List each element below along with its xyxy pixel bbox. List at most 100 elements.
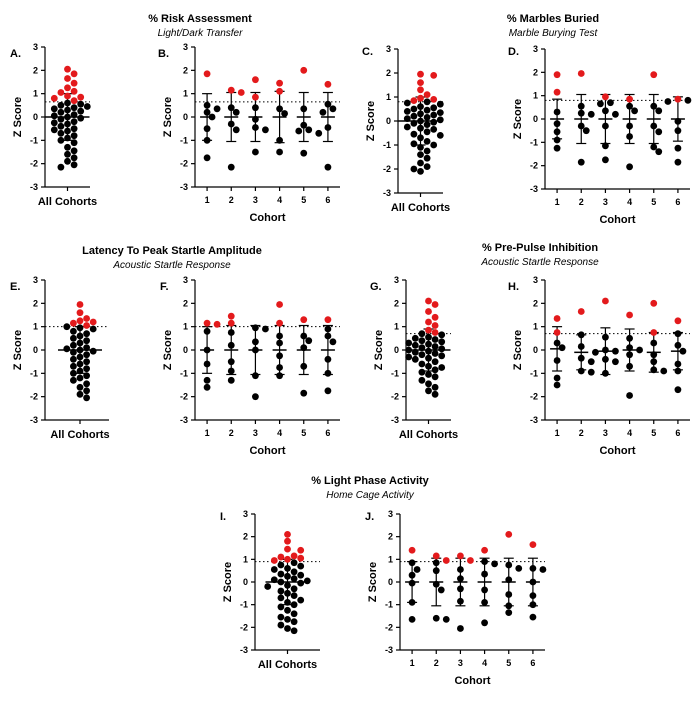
- data-point-all-6: [297, 554, 305, 562]
- data-point-all-17: [411, 341, 419, 349]
- data-point-cohort-4-6: [276, 372, 283, 380]
- data-point-all-18: [430, 111, 438, 119]
- data-point-cohort-3-0: [602, 297, 609, 305]
- data-point-cohort-6-6: [674, 386, 682, 394]
- data-point-cohort-2-3: [432, 567, 440, 575]
- data-point-all-11: [417, 103, 424, 110]
- data-point-cohort-4-3: [481, 570, 488, 578]
- data-point-all-22: [297, 579, 305, 587]
- data-point-cohort-4-6: [481, 619, 488, 627]
- y-tick-label: 3: [33, 42, 38, 52]
- data-point-cohort-6-5: [674, 144, 682, 152]
- data-point-all-36: [277, 613, 285, 621]
- data-point-all-30: [423, 128, 431, 136]
- data-point-cohort-4-5: [481, 599, 488, 606]
- data-point-all-33: [438, 364, 446, 371]
- data-point-all-6: [57, 89, 65, 96]
- data-point-cohort-2-0: [227, 312, 235, 320]
- data-point-all-23: [417, 117, 424, 125]
- data-point-all-8: [418, 330, 426, 338]
- data-point-cohort-1-1: [213, 320, 221, 328]
- data-point-all-14: [83, 103, 91, 110]
- data-point-cohort-6-1: [674, 330, 682, 338]
- data-point-cohort-3-3: [612, 347, 619, 355]
- data-point-cohort-5-0: [300, 66, 308, 74]
- data-point-cohort-2-4: [227, 120, 235, 128]
- data-point-all-28: [57, 122, 65, 130]
- data-point-cohort-1-4: [408, 579, 416, 587]
- data-point-all-31: [410, 130, 418, 138]
- data-point-cohort-3-4: [612, 110, 619, 118]
- x-axis-label: Cohort: [599, 214, 635, 226]
- data-point-all-17: [64, 106, 71, 114]
- data-point-all-22: [425, 347, 432, 355]
- data-point-cohort-6-2: [324, 332, 332, 340]
- y-tick-label: 2: [33, 65, 38, 75]
- data-point-all-18: [77, 107, 85, 115]
- data-point-all-12: [77, 100, 85, 108]
- y-tick-label: 3: [183, 42, 188, 52]
- data-point-cohort-2-0: [577, 308, 585, 315]
- data-point-all-38: [423, 147, 431, 155]
- data-point-all-15: [403, 108, 411, 115]
- panel-i: I. -3 -2 -1 0 1 2 3 Z Score All Cohorts: [220, 509, 320, 671]
- data-point-all-15: [76, 339, 84, 347]
- panel-label: H.: [508, 281, 519, 293]
- data-point-all-14: [83, 337, 90, 345]
- data-point-cohort-2-2: [577, 343, 585, 350]
- y-tick-label: 2: [533, 298, 538, 308]
- data-point-all-32: [425, 362, 432, 370]
- data-point-all-7: [64, 92, 71, 100]
- panel-e: E. -3 -2 -1 0 1 2 3 Z Score All Cohorts: [10, 275, 110, 441]
- data-point-cohort-2-2: [227, 104, 235, 112]
- x-tick-label: 3: [458, 658, 463, 668]
- data-point-all-27: [405, 353, 413, 361]
- x-tick-label: 2: [579, 428, 584, 438]
- data-point-cohort-3-5: [262, 126, 269, 134]
- data-point-cohort-1-2: [203, 327, 211, 335]
- data-point-cohort-4-1: [276, 87, 283, 95]
- data-point-cohort-3-1: [252, 93, 259, 101]
- y-tick-label: 2: [386, 68, 391, 78]
- data-point-all-23: [77, 114, 85, 122]
- data-point-all-15: [70, 104, 78, 112]
- data-point-all-36: [425, 371, 432, 378]
- data-point-all-13: [70, 334, 77, 342]
- data-point-all-16: [50, 105, 58, 113]
- data-point-cohort-5-5: [650, 366, 658, 374]
- data-point-cohort-1-5: [553, 374, 561, 382]
- y-tick-label: 3: [394, 275, 399, 285]
- y-tick-label: -1: [180, 135, 188, 145]
- data-point-all-2: [425, 308, 432, 315]
- data-point-all-27: [70, 362, 77, 370]
- data-point-cohort-5-4: [505, 591, 513, 598]
- data-point-cohort-2-6: [227, 163, 235, 171]
- data-point-cohort-4-4: [276, 352, 283, 360]
- panel-d: D. -3 -2 -1 0 1 2 3 Z Score 1 2 3 4 5 6 Cohort: [508, 44, 692, 226]
- y-tick-label: 2: [243, 532, 248, 542]
- y-tick-label: -1: [180, 368, 188, 378]
- x-axis-label: All Cohorts: [50, 429, 109, 441]
- data-point-cohort-2-0: [577, 70, 585, 77]
- y-tick-label: 3: [183, 275, 188, 285]
- data-point-cohort-2-5: [577, 367, 585, 375]
- y-tick-label: -1: [530, 368, 538, 378]
- data-point-all-43: [57, 163, 65, 171]
- data-point-all-33: [277, 603, 285, 611]
- data-point-all-27: [403, 123, 411, 131]
- data-point-cohort-3-2: [252, 104, 259, 112]
- data-point-cohort-2-4: [227, 358, 235, 366]
- y-tick-label: -3: [240, 645, 248, 655]
- y-tick-label: 2: [533, 67, 538, 77]
- data-point-all-0: [425, 297, 432, 305]
- data-point-all-38: [418, 376, 426, 384]
- data-point-all-21: [70, 348, 77, 356]
- data-point-cohort-4-4: [481, 586, 488, 594]
- title-marbles-buried: % Marbles Buried: [507, 13, 599, 25]
- data-point-cohort-2-5: [227, 367, 235, 375]
- data-point-all-41: [417, 159, 424, 167]
- title-risk-assessment: % Risk Assessment: [148, 13, 252, 25]
- panel-label: A.: [10, 48, 21, 60]
- data-point-all-17: [417, 110, 424, 118]
- data-point-cohort-1-0: [553, 315, 561, 322]
